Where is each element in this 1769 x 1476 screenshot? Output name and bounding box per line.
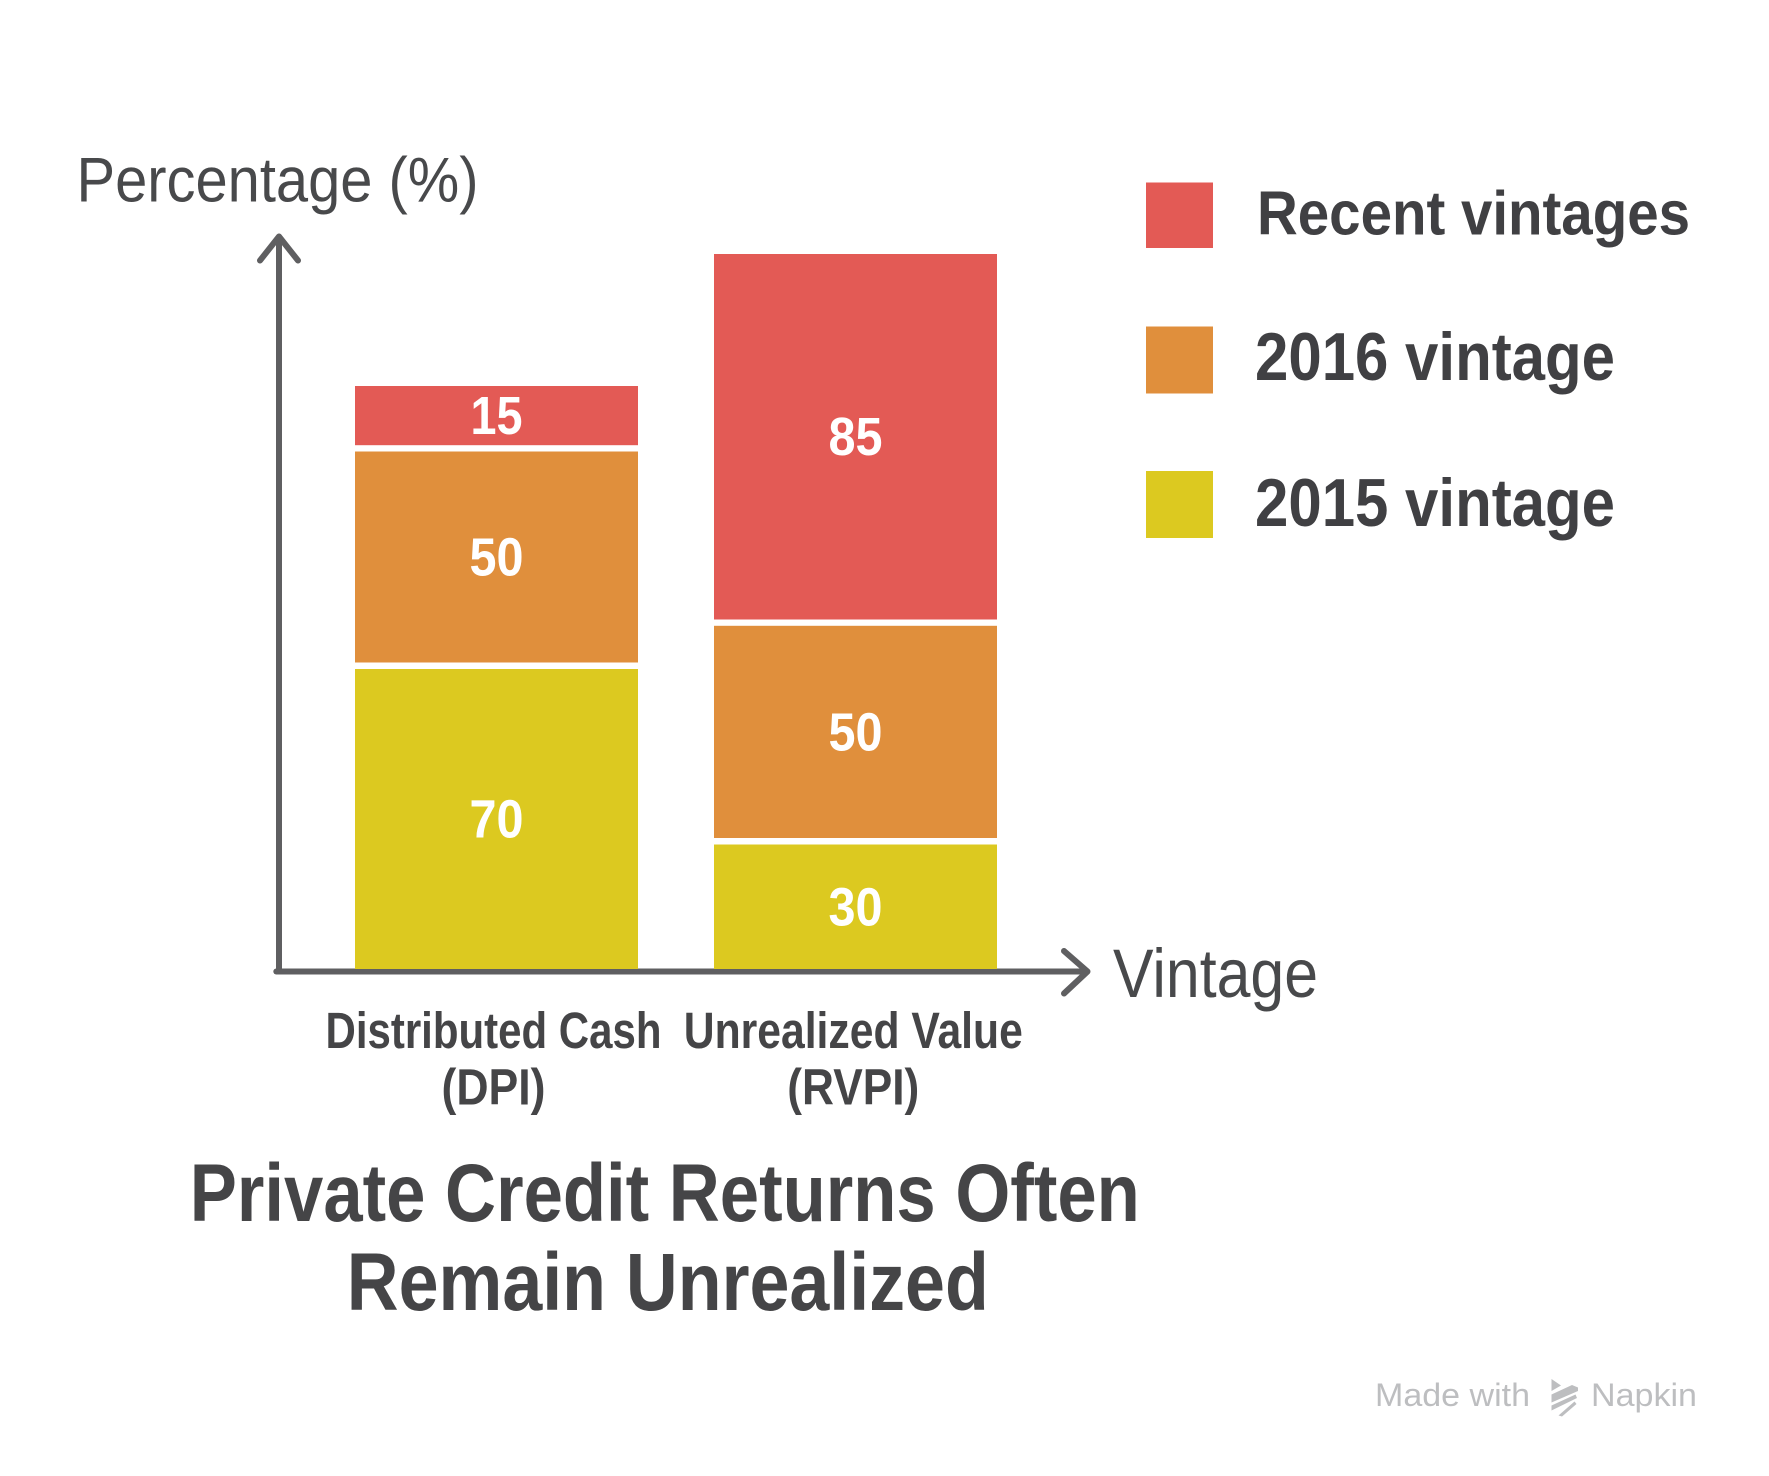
svg-text:2015 vintage: 2015 vintage: [1255, 465, 1615, 541]
svg-text:(DPI): (DPI): [442, 1059, 546, 1116]
svg-text:70: 70: [470, 790, 524, 850]
svg-text:Unrealized Value: Unrealized Value: [684, 1002, 1023, 1059]
svg-text:Napkin: Napkin: [1591, 1377, 1697, 1413]
svg-text:Private Credit Returns Often: Private Credit Returns Often: [190, 1148, 1140, 1239]
svg-text:Vintage: Vintage: [1113, 935, 1318, 1012]
svg-text:30: 30: [829, 878, 883, 938]
svg-text:50: 50: [829, 703, 883, 763]
svg-text:Percentage (%): Percentage (%): [77, 146, 479, 216]
svg-text:Remain Unrealized: Remain Unrealized: [347, 1237, 989, 1328]
svg-text:50: 50: [470, 528, 524, 588]
svg-text:Distributed Cash: Distributed Cash: [326, 1002, 662, 1059]
svg-text:Made with: Made with: [1375, 1377, 1530, 1413]
svg-text:2016 vintage: 2016 vintage: [1255, 319, 1615, 395]
svg-text:85: 85: [829, 407, 883, 467]
svg-text:15: 15: [471, 386, 523, 446]
svg-text:Recent vintages: Recent vintages: [1257, 179, 1690, 248]
svg-text:(RVPI): (RVPI): [787, 1059, 919, 1116]
